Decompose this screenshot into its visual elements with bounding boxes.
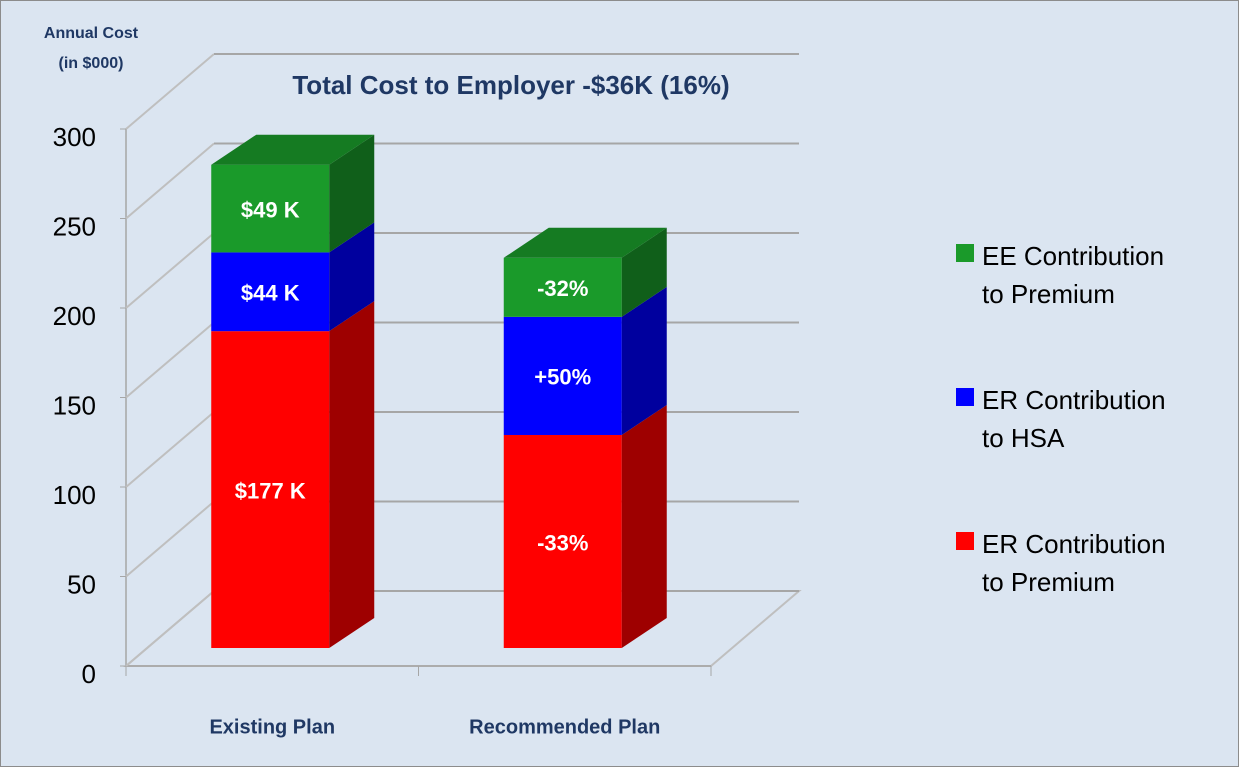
y-tick-label: 200	[53, 301, 96, 331]
legend-item: ER Contribution to Premium	[956, 525, 1192, 601]
grid-line	[125, 590, 215, 667]
data-label: -32%	[537, 276, 588, 301]
y-tick-label: 150	[53, 390, 96, 420]
x-tick-label: Existing Plan	[209, 716, 335, 738]
grid-line	[125, 321, 215, 399]
bar-segment	[211, 252, 330, 332]
legend-item: EE Contribution to Premium	[956, 237, 1192, 313]
x-tick-label: Recommended Plan	[469, 716, 660, 738]
data-label: -33%	[537, 530, 588, 555]
bar-side	[621, 227, 667, 317]
grid-line	[125, 411, 215, 488]
bar-side	[329, 134, 375, 253]
data-label: $177 K	[235, 478, 306, 503]
data-label: $49 K	[241, 197, 300, 222]
grid-line	[125, 500, 215, 578]
chart-title: Total Cost to Employer -$36K (16%)	[292, 70, 729, 100]
y-tick-label: 300	[53, 122, 96, 152]
bar-segment	[211, 164, 330, 253]
bar-side	[329, 222, 375, 332]
y-axis-label: Annual Cost	[44, 25, 139, 42]
legend-label: ER Contribution to Premium	[982, 529, 1166, 597]
bar-segment	[211, 331, 330, 648]
bar-top	[503, 227, 667, 258]
bar-side	[329, 301, 375, 648]
y-tick-label: 250	[53, 211, 96, 241]
y-axis-label: (in $000)	[59, 55, 124, 72]
bar-segment	[503, 434, 622, 648]
legend-swatch	[956, 244, 974, 262]
bar-segment	[503, 257, 622, 317]
data-label: $44 K	[241, 281, 300, 306]
legend-label: ER Contribution to HSA	[982, 385, 1166, 453]
grid-line	[125, 232, 215, 309]
legend-swatch	[956, 532, 974, 550]
y-tick-label: 100	[53, 480, 96, 510]
bar-side	[621, 286, 667, 435]
bar-side	[621, 404, 667, 648]
legend-item: ER Contribution to HSA	[956, 381, 1192, 457]
bar-segment	[503, 316, 622, 435]
legend-label: EE Contribution to Premium	[982, 241, 1165, 309]
data-label: +50%	[534, 365, 591, 390]
grid-line	[125, 142, 215, 220]
y-tick-label: 50	[67, 569, 96, 599]
bar-top	[211, 134, 375, 165]
legend-swatch	[956, 388, 974, 406]
y-tick-label: 0	[82, 659, 96, 689]
grid-line	[125, 53, 215, 130]
